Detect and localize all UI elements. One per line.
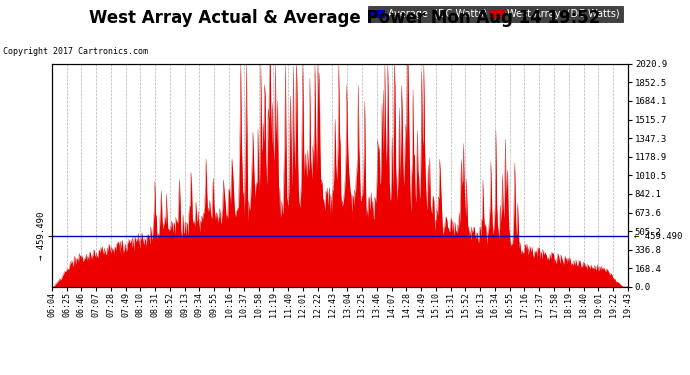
- Text: West Array Actual & Average Power Mon Aug 14 19:52: West Array Actual & Average Power Mon Au…: [89, 9, 601, 27]
- Text: ← 459.490: ← 459.490: [633, 232, 682, 241]
- Text: Copyright 2017 Cartronics.com: Copyright 2017 Cartronics.com: [3, 47, 148, 56]
- Legend: Average  (DC Watts), West Array  (DC Watts): Average (DC Watts), West Array (DC Watts…: [368, 6, 623, 22]
